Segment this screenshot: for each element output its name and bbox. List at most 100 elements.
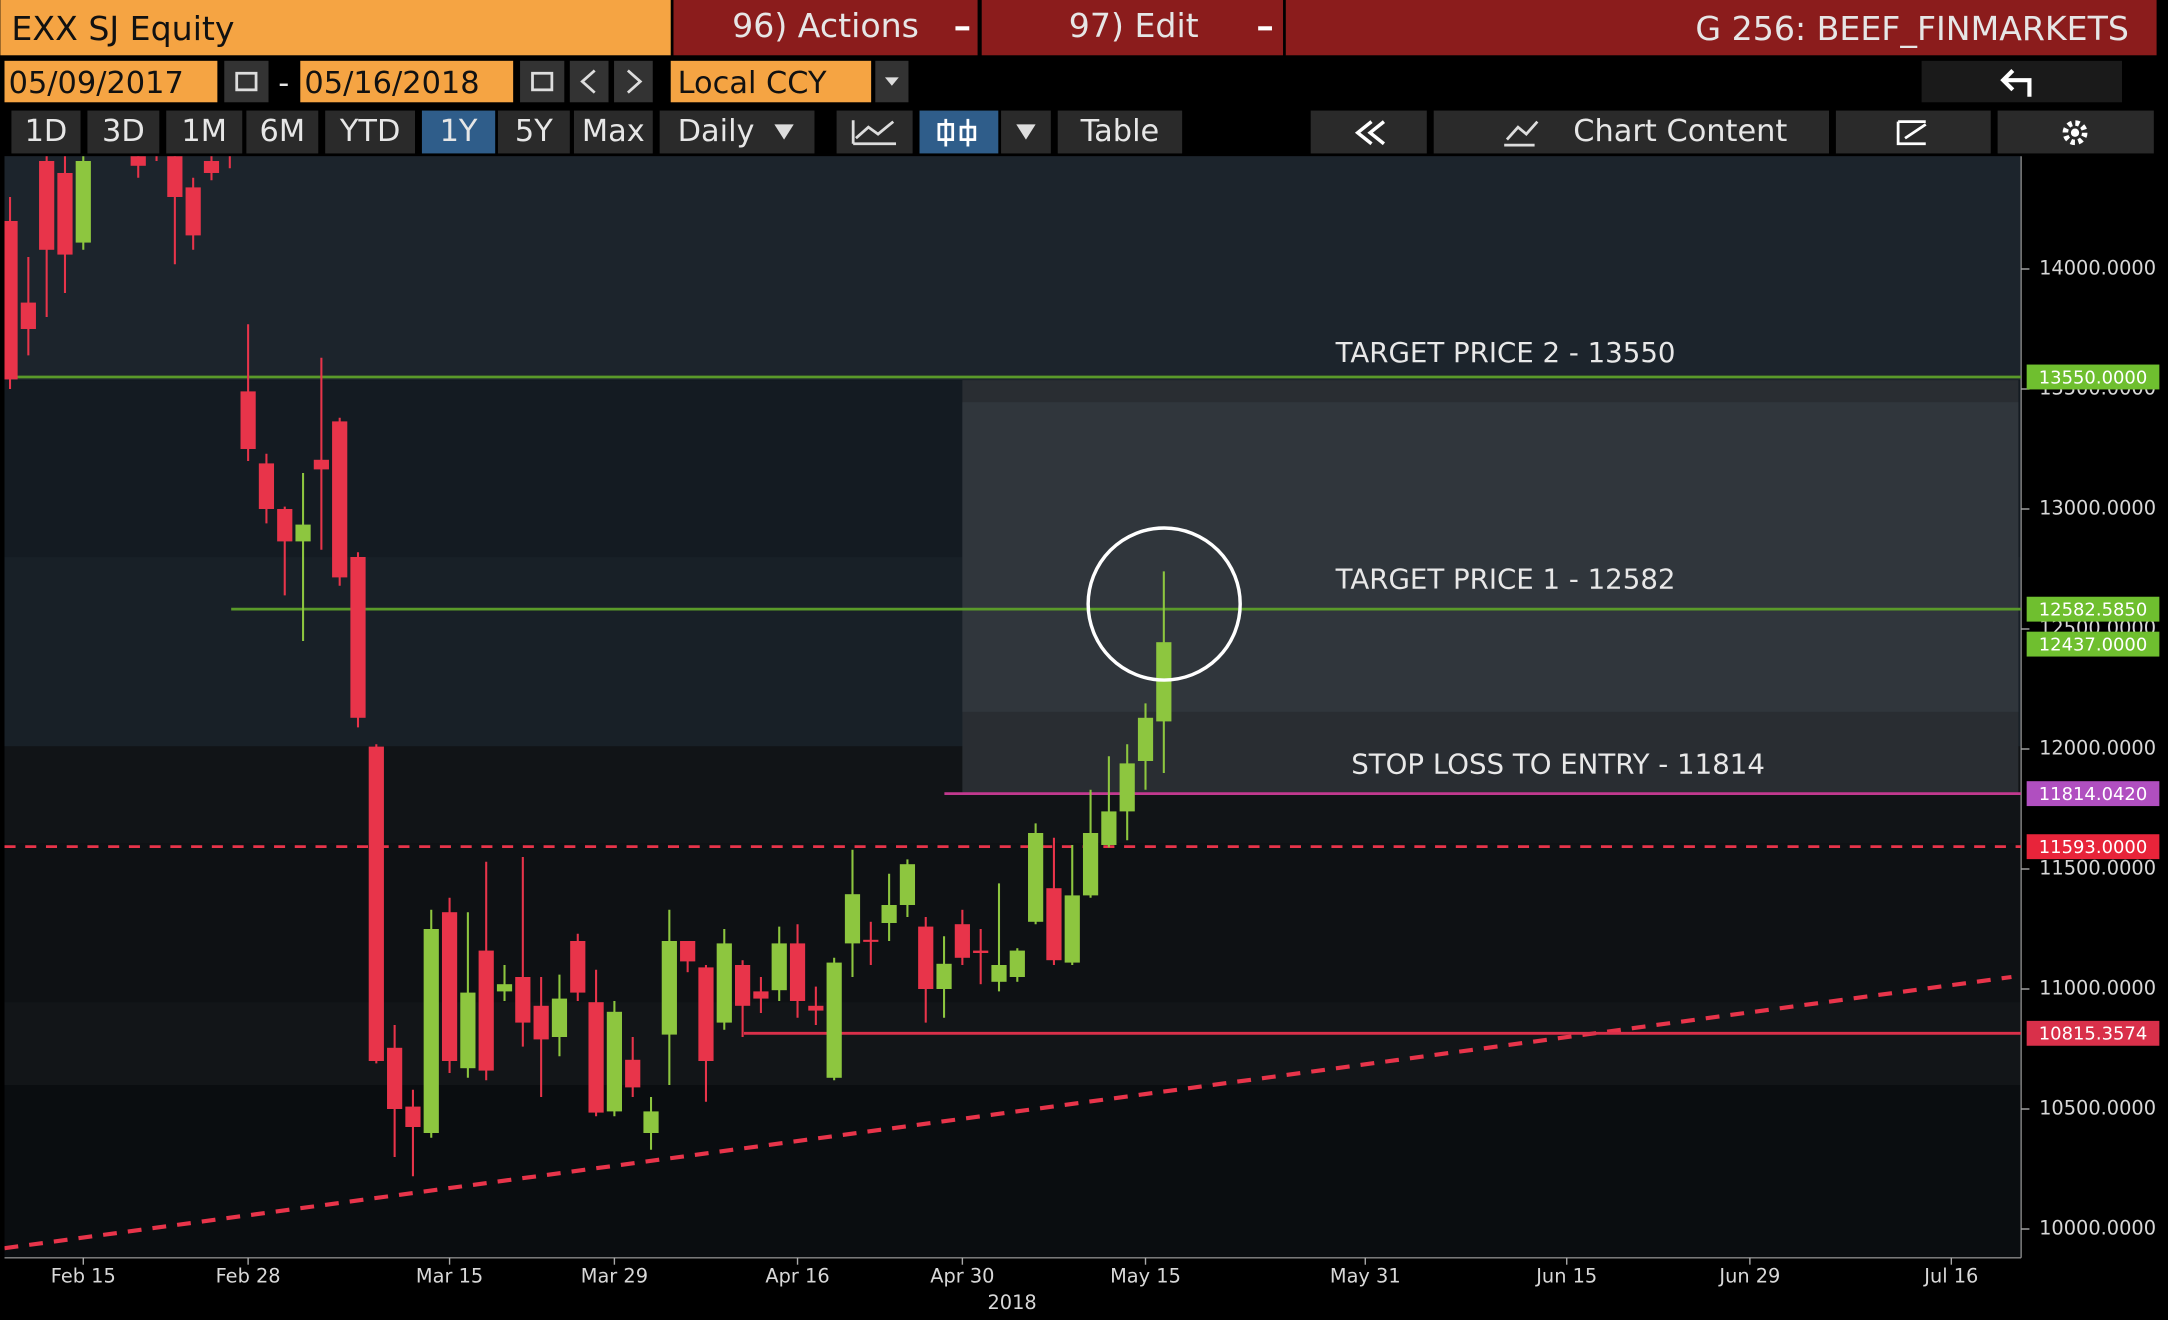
candle-icon	[937, 123, 955, 141]
actions-menu[interactable]	[673, 0, 978, 56]
range-button[interactable]	[166, 110, 243, 154]
range-button[interactable]	[11, 110, 81, 154]
y-tick-label: 13000.0000	[2039, 496, 2156, 519]
page-title: G 256: BEEF_FINMARKETS	[1695, 9, 2129, 48]
frequency: Daily	[678, 114, 755, 149]
level-tag	[2026, 364, 2160, 390]
axes: 10000.0000 10500.0000 11000.0000 11500.0000…	[51, 256, 2160, 1314]
prev-icon	[580, 69, 596, 94]
candle-body	[1119, 763, 1135, 812]
range-button[interactable]	[325, 110, 416, 154]
shading-band	[4, 156, 2022, 381]
calendar-button[interactable]	[520, 60, 565, 103]
y-tick-label: 10000.0000	[2039, 1217, 2156, 1240]
highlight-zone	[962, 402, 2019, 712]
dropdown-mark	[955, 26, 970, 31]
x-tick-label: Apr 16	[765, 1265, 829, 1288]
settings-icon	[2062, 120, 2088, 146]
next-button[interactable]	[614, 60, 653, 103]
range-button[interactable]	[497, 110, 570, 154]
x-tick-label: Jun 15	[1535, 1265, 1597, 1288]
level-tag	[2026, 834, 2160, 860]
candle-body	[203, 160, 220, 173]
candle-body	[643, 1111, 659, 1133]
candle-body	[387, 1047, 403, 1109]
security-box[interactable]	[0, 0, 671, 56]
currency: Local CCY	[678, 66, 827, 101]
page-bar	[1285, 0, 2157, 56]
line-icon	[851, 120, 897, 146]
edit-menu[interactable]	[981, 0, 1284, 56]
chart-content: Chart Content	[1573, 114, 1787, 149]
candle-body	[936, 963, 952, 989]
range-button[interactable]	[421, 110, 496, 154]
candle-body	[1101, 811, 1117, 845]
x-tick-label: Mar 29	[581, 1265, 648, 1288]
range-button[interactable]	[246, 110, 319, 154]
candle-body	[405, 1106, 421, 1127]
candle-body	[1137, 717, 1154, 761]
candle-body	[734, 964, 751, 1006]
shading-band	[4, 843, 2022, 1003]
candle-body	[808, 1005, 824, 1011]
candle-body	[991, 964, 1007, 982]
candle-body	[973, 950, 989, 953]
range-label: 3D	[102, 114, 145, 149]
highlight-circle	[1086, 526, 1242, 682]
candle-body	[167, 156, 183, 197]
table-button[interactable]	[1057, 110, 1183, 154]
x-tick-label: Jul 16	[1923, 1265, 1978, 1288]
y-tick-label: 10500.0000	[2039, 1096, 2156, 1119]
prev-button[interactable]	[569, 60, 609, 103]
toolbar: 1D 3D 1M 6M YTD 1Y 5Y Max	[11, 110, 653, 154]
candle-body	[826, 962, 842, 1078]
candle-body	[844, 894, 861, 944]
candle-body	[313, 459, 329, 470]
level-tag-label: 13550.0000	[2039, 367, 2148, 388]
y-tick-label: 11000.0000	[2039, 976, 2156, 999]
dropdown-icon	[774, 124, 794, 140]
end-date: 05/16/2018	[304, 66, 479, 101]
next-icon	[626, 69, 643, 94]
candle-body	[771, 943, 787, 991]
dropdown-mark	[1258, 26, 1272, 31]
candle-body	[460, 992, 476, 1069]
calendar-icon	[235, 71, 258, 92]
currency-box[interactable]	[670, 60, 872, 103]
candle-body	[570, 940, 586, 993]
annotate-icon	[1896, 120, 1927, 146]
candle-body	[295, 524, 311, 542]
dropdown-icon	[1016, 124, 1036, 140]
candle-body	[899, 864, 916, 905]
candle-body	[863, 939, 879, 942]
candle-body	[57, 172, 73, 255]
candle-body	[368, 746, 384, 1061]
range-button[interactable]	[87, 110, 160, 154]
range-button[interactable]	[573, 110, 653, 154]
candle-chart-button[interactable]	[919, 110, 999, 154]
candle-body	[680, 940, 696, 962]
level-tag-label: 12437.0000	[2039, 634, 2148, 655]
dropdown-icon	[884, 77, 899, 86]
chart-content-button[interactable]	[1433, 110, 1830, 154]
calendar-button[interactable]	[224, 60, 269, 103]
candle-body	[533, 1005, 549, 1040]
x-tick-label: Jun 29	[1718, 1265, 1780, 1288]
candle-body	[4, 220, 18, 380]
end-date-box[interactable]	[300, 60, 514, 103]
candle-body	[753, 991, 769, 999]
candle-body	[789, 943, 806, 1001]
x-tick-label: May 31	[1330, 1265, 1401, 1288]
candle-body	[75, 160, 91, 243]
x-tick-label: Apr 30	[930, 1265, 994, 1288]
x-tick-label: Mar 15	[416, 1265, 483, 1288]
level-tag	[2026, 1020, 2160, 1046]
candle-body	[881, 904, 897, 923]
candle-body	[496, 984, 513, 992]
settings-icon	[2070, 128, 2080, 137]
candle-body	[478, 950, 494, 1071]
candle-body	[258, 463, 275, 509]
start-date-box[interactable]	[4, 60, 218, 103]
